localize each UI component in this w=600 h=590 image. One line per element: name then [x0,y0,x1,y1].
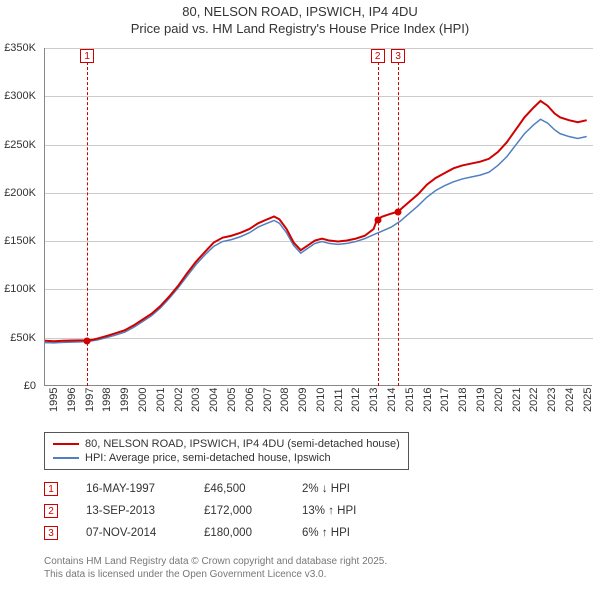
chart-lines [45,48,592,385]
sale-row: 3 07-NOV-2014 £180,000 6% ↑ HPI [44,522,392,544]
sale-row-price: £180,000 [204,527,274,539]
sale-marker-dot [374,216,381,223]
x-tick-label: 2000 [137,388,149,412]
x-tick-label: 2024 [564,388,576,412]
x-tick-label: 1997 [84,388,96,412]
sale-row-price: £46,500 [204,483,274,495]
x-tick-label: 2021 [511,388,523,412]
x-tick-label: 2017 [439,388,451,412]
x-tick-label: 2001 [155,388,167,412]
x-tick-label: 2023 [546,388,558,412]
sale-row-pct: 2% ↓ HPI [302,483,392,495]
x-tick-label: 2015 [404,388,416,412]
legend-swatch [53,443,79,445]
x-tick-label: 1995 [48,388,60,412]
y-axis-labels: £0£50K£100K£150K£200K£250K£300K£350K [0,48,40,386]
x-tick-label: 2014 [386,388,398,412]
x-tick-label: 1999 [119,388,131,412]
x-tick-label: 2002 [173,388,185,412]
chart-container: 80, NELSON ROAD, IPSWICH, IP4 4DU Price … [0,0,600,590]
x-tick-label: 2004 [208,388,220,412]
chart-plot-area: 1 23 [44,48,592,386]
x-tick-label: 2006 [244,388,256,412]
sale-row-marker: 1 [44,482,58,496]
x-tick-label: 2011 [333,388,345,412]
x-tick-label: 2022 [528,388,540,412]
sale-row-pct: 6% ↑ HPI [302,527,392,539]
y-tick-label: £0 [24,380,36,392]
x-tick-label: 2008 [279,388,291,412]
sales-table: 1 16-MAY-1997 £46,500 2% ↓ HPI 2 13-SEP-2013 £… [44,478,392,544]
y-tick-label: £150K [4,235,36,247]
x-tick-label: 2009 [297,388,309,412]
series-line [45,101,587,341]
legend-swatch [53,457,79,459]
sale-row-marker: 2 [44,504,58,518]
x-axis-labels: 1995 1996 1997 1998 1999 2000 2001 2002 2003 2004… [44,388,592,438]
x-tick-label: 2025 [582,388,594,412]
sale-marker-box: 1 [80,49,94,63]
sale-row-date: 07-NOV-2014 [86,527,176,539]
footer-attribution: Contains HM Land Registry data © Crown c… [44,556,387,581]
x-tick-label: 2012 [350,388,362,412]
sale-row-pct: 13% ↑ HPI [302,505,392,517]
series-line [45,119,587,343]
title-address: 80, NELSON ROAD, IPSWICH, IP4 4DU [0,4,600,21]
y-tick-label: £350K [4,42,36,54]
x-tick-label: 1996 [66,388,78,412]
x-tick-label: 2005 [226,388,238,412]
legend-label: HPI: Average price, semi-detached house,… [85,452,331,464]
y-tick-label: £250K [4,139,36,151]
y-tick-label: £100K [4,283,36,295]
x-tick-label: 2010 [315,388,327,412]
sale-row-date: 13-SEP-2013 [86,505,176,517]
x-tick-label: 2003 [190,388,202,412]
title-block: 80, NELSON ROAD, IPSWICH, IP4 4DU Price … [0,0,600,38]
y-tick-label: £300K [4,90,36,102]
sale-marker-box: 2 [371,49,385,63]
legend: 80, NELSON ROAD, IPSWICH, IP4 4DU (semi-… [44,432,409,470]
title-subtitle: Price paid vs. HM Land Registry's House … [0,21,600,38]
y-tick-label: £200K [4,187,36,199]
sale-marker-dot [395,209,402,216]
x-tick-label: 2018 [457,388,469,412]
x-tick-label: 2007 [262,388,274,412]
x-tick-label: 2020 [493,388,505,412]
sale-marker-dot [84,338,91,345]
x-tick-label: 2013 [368,388,380,412]
y-tick-label: £50K [10,332,36,344]
sale-row: 2 13-SEP-2013 £172,000 13% ↑ HPI [44,500,392,522]
legend-row: HPI: Average price, semi-detached house,… [53,451,400,465]
sale-row-price: £172,000 [204,505,274,517]
sale-row-date: 16-MAY-1997 [86,483,176,495]
x-tick-label: 2016 [422,388,434,412]
x-tick-label: 1998 [101,388,113,412]
sale-row: 1 16-MAY-1997 £46,500 2% ↓ HPI [44,478,392,500]
legend-row: 80, NELSON ROAD, IPSWICH, IP4 4DU (semi-… [53,437,400,451]
x-tick-label: 2019 [475,388,487,412]
legend-label: 80, NELSON ROAD, IPSWICH, IP4 4DU (semi-… [85,438,400,450]
footer-line2: This data is licensed under the Open Gov… [44,569,387,582]
footer-line1: Contains HM Land Registry data © Crown c… [44,556,387,569]
sale-row-marker: 3 [44,526,58,540]
sale-marker-box: 3 [391,49,405,63]
